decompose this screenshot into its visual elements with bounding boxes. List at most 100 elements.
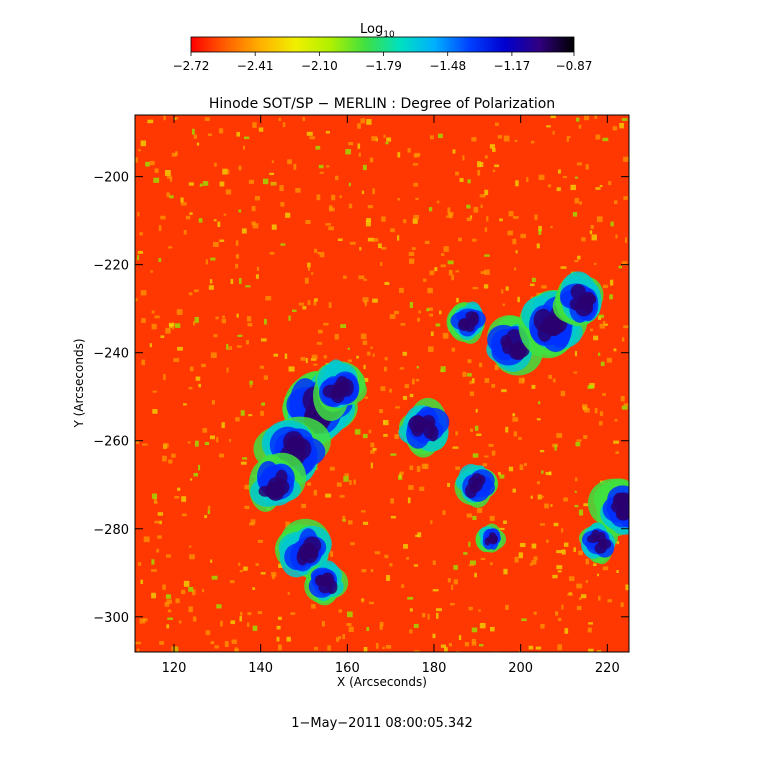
granule <box>568 592 573 595</box>
granule <box>386 575 391 581</box>
granule <box>188 606 193 613</box>
granule <box>548 374 553 379</box>
granule <box>414 152 421 157</box>
granule <box>152 409 158 414</box>
granule <box>323 322 329 326</box>
granule <box>453 579 458 585</box>
granule <box>135 641 141 645</box>
granule <box>269 172 275 176</box>
granule <box>407 497 411 504</box>
granule <box>168 459 173 464</box>
granule <box>560 266 567 269</box>
granule <box>175 323 181 328</box>
granule <box>238 562 241 566</box>
granule <box>307 262 311 268</box>
granule <box>364 302 367 307</box>
granule <box>595 187 601 190</box>
granule <box>254 195 260 201</box>
granule <box>517 296 520 303</box>
granule <box>588 648 594 652</box>
granule <box>470 215 473 219</box>
granule <box>435 323 441 327</box>
granule <box>602 320 606 325</box>
granule <box>166 192 170 198</box>
granule <box>596 573 600 577</box>
granule <box>367 351 371 356</box>
granule <box>201 589 205 593</box>
granule <box>497 135 503 139</box>
polarization-patch <box>470 312 480 326</box>
granule <box>244 505 250 510</box>
granule <box>471 627 478 633</box>
granule <box>453 565 458 570</box>
granule <box>447 211 454 216</box>
granule <box>404 384 409 389</box>
granule <box>400 471 404 475</box>
granule <box>330 551 334 557</box>
granule <box>278 616 282 620</box>
granule <box>471 137 477 142</box>
granule <box>226 343 229 350</box>
y-tick-label: −240 <box>93 347 129 362</box>
granule <box>583 435 588 439</box>
granule <box>235 647 238 651</box>
x-axis-label: X (Arcseconds) <box>337 675 427 689</box>
granule <box>585 164 589 170</box>
granule <box>573 371 578 374</box>
granule <box>310 358 317 361</box>
granule <box>397 152 401 158</box>
granule <box>227 169 230 175</box>
granule <box>222 168 228 175</box>
granule <box>476 508 483 513</box>
granule <box>467 179 471 184</box>
granule <box>566 136 571 139</box>
granule <box>590 225 594 229</box>
granule <box>235 263 239 269</box>
granule <box>358 275 365 280</box>
granule <box>202 427 208 433</box>
granule <box>371 136 378 141</box>
granule <box>434 267 438 272</box>
granule <box>160 335 165 339</box>
granule <box>331 194 336 201</box>
granule <box>236 132 241 137</box>
granule <box>137 250 144 254</box>
granule <box>442 510 446 515</box>
granule <box>310 272 314 275</box>
granule <box>436 612 439 619</box>
granule <box>578 124 582 129</box>
granule <box>518 377 525 384</box>
granule <box>469 391 475 396</box>
granule <box>409 629 413 634</box>
granule <box>440 264 447 268</box>
granule <box>260 338 267 342</box>
granule <box>421 463 427 469</box>
granule <box>480 271 486 274</box>
granule <box>429 270 435 276</box>
granule <box>524 462 527 467</box>
granule <box>243 566 248 571</box>
granule <box>489 626 495 632</box>
granule <box>521 618 527 622</box>
granule <box>382 646 385 650</box>
granule <box>395 406 400 409</box>
granule <box>587 627 592 633</box>
granule <box>595 134 601 140</box>
granule <box>403 544 408 549</box>
y-tick-label: −300 <box>93 611 129 626</box>
granule <box>165 327 171 334</box>
granule <box>244 484 250 490</box>
granule <box>370 442 375 448</box>
colorbar-ticks: −2.72 −2.41 −2.10 −1.79 −1.48 −1.17 −0.87 <box>173 52 592 73</box>
granule <box>362 340 368 345</box>
granule <box>538 229 542 235</box>
granule <box>307 265 311 271</box>
granule <box>172 324 175 330</box>
granule <box>251 221 256 226</box>
granule <box>301 503 307 509</box>
polarization-patch <box>486 536 494 543</box>
granule <box>370 462 373 469</box>
granule <box>323 355 328 359</box>
granule <box>280 202 285 207</box>
granule <box>169 176 173 182</box>
